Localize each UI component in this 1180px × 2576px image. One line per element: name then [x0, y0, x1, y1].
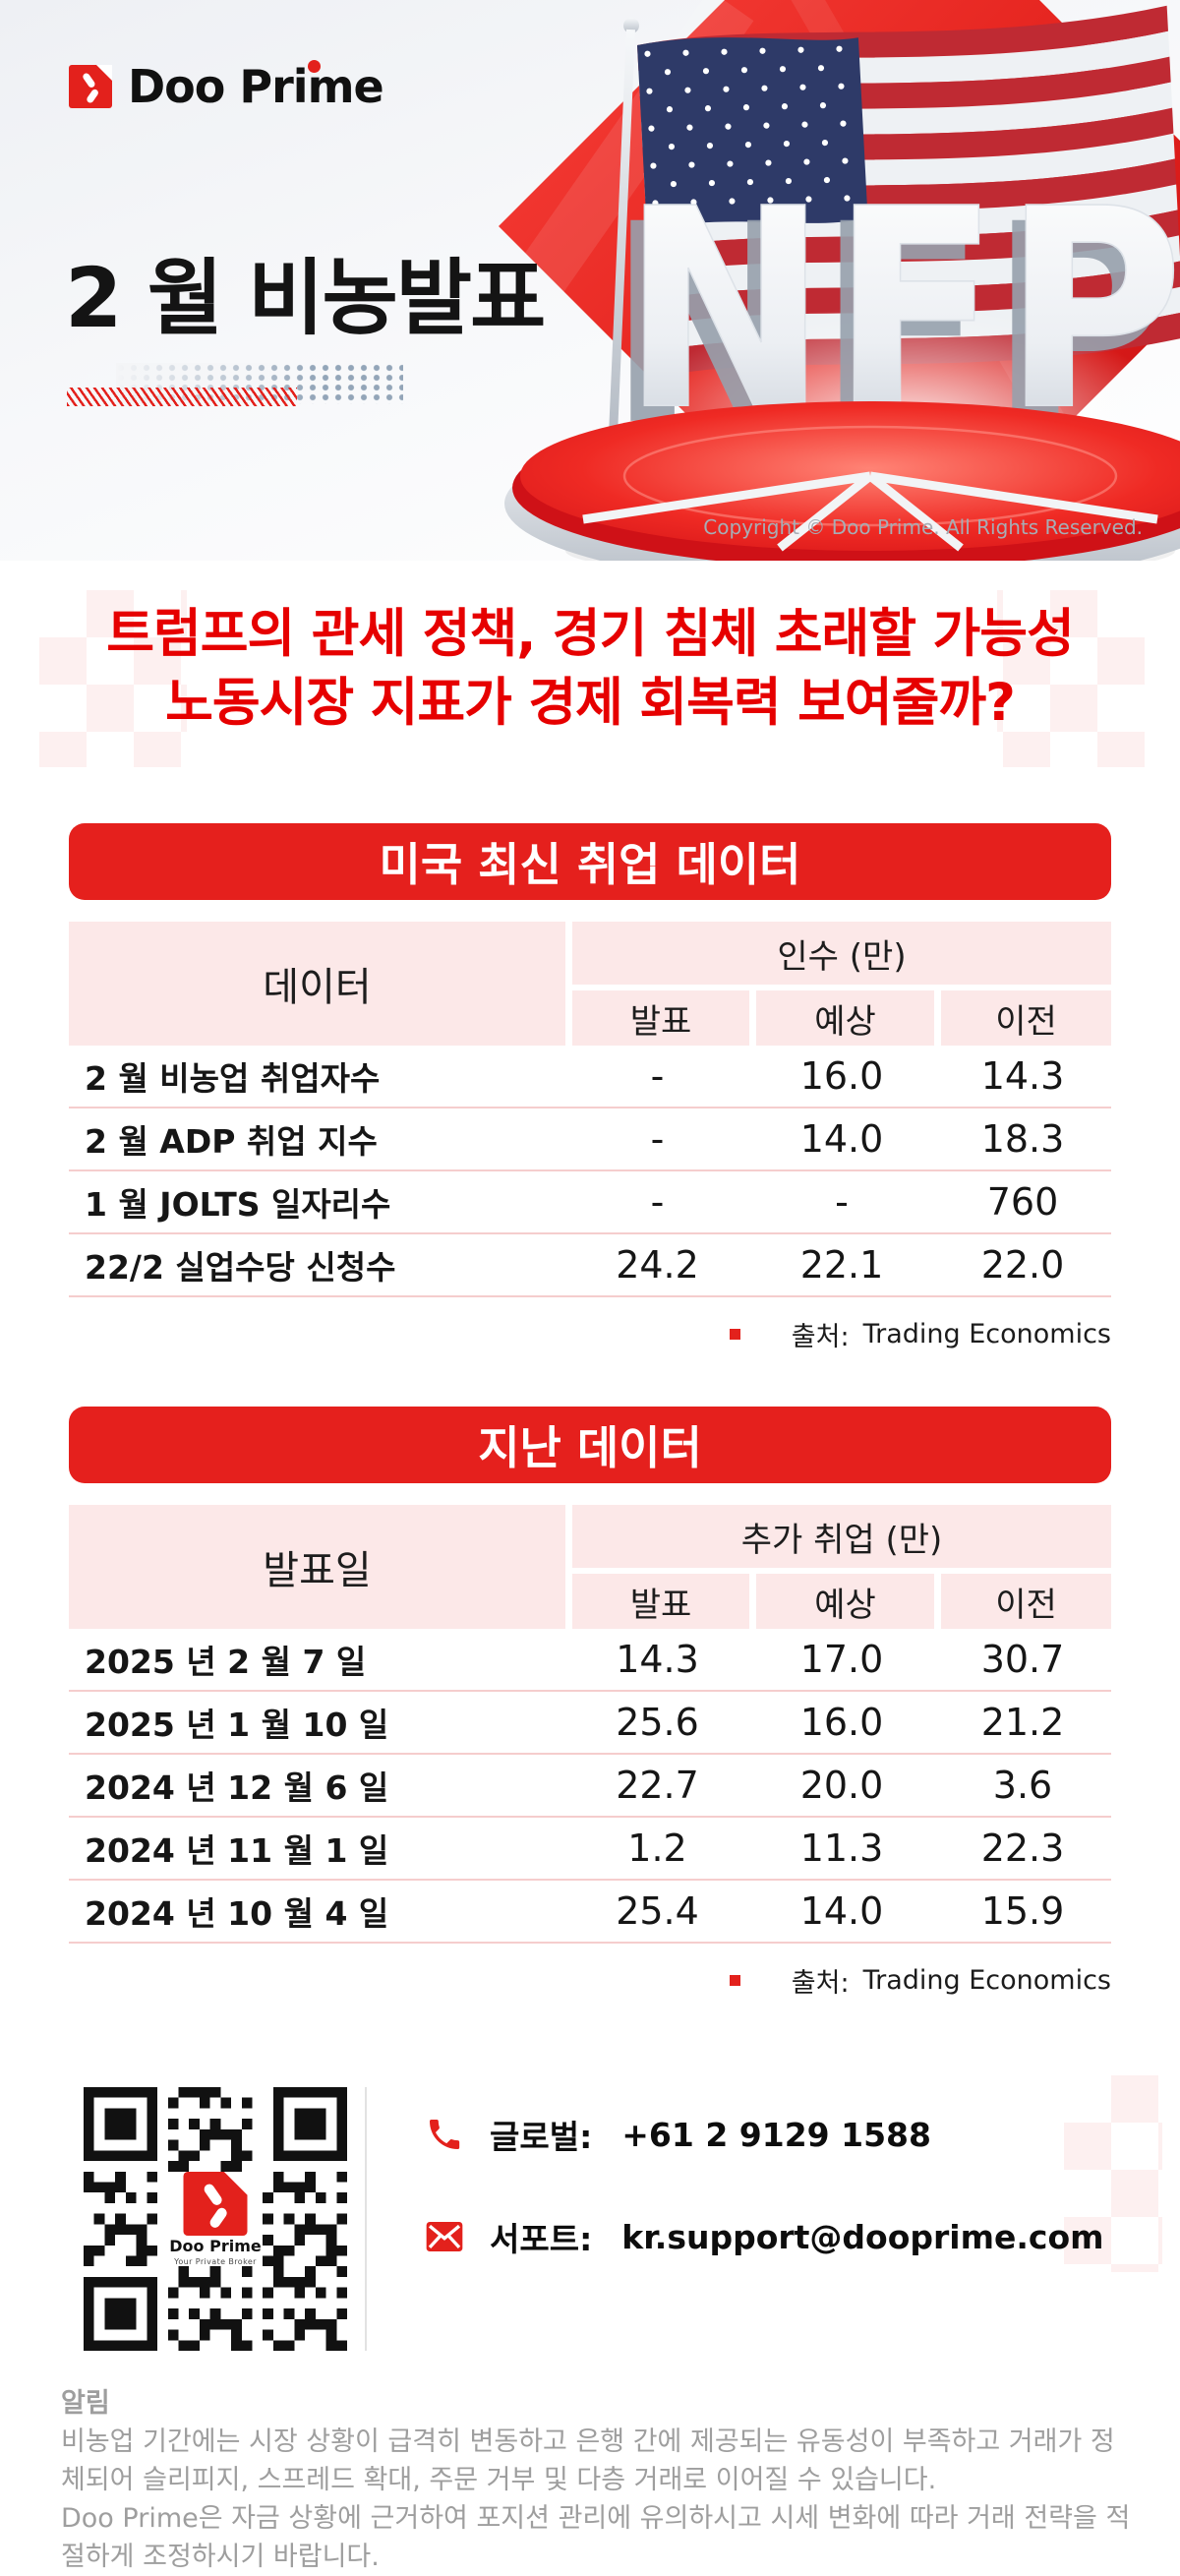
flagpole [609, 18, 639, 429]
qr-brand-tagline: Your Private Broker [174, 2257, 257, 2266]
source-label: 출처: [791, 1968, 850, 1999]
source-text: Trading Economics [862, 1965, 1111, 1996]
phone-number[interactable]: +61 2 9129 1588 [621, 2115, 931, 2154]
table-header: 발표일 추가 취업 (만) 발표 예상 이전 [69, 1505, 1111, 1629]
phone-icon [430, 2120, 460, 2149]
checker-decoration-contact [1064, 2075, 1162, 2272]
source-text: Trading Economics [862, 1319, 1111, 1349]
column-header-forecast: 예상 [756, 990, 934, 1046]
section-title-bar: 미국 최신 취업 데이터 [69, 823, 1111, 900]
table-header: 데이터 인수 (만) 발표 예상 이전 [69, 922, 1111, 1046]
brand-i-dot [308, 60, 321, 73]
qr-code: Doo Prime Your Private Broker [84, 2087, 347, 2351]
column-header-previous: 이전 [941, 990, 1111, 1046]
qr-brand-name: Doo Prime [169, 2237, 262, 2255]
phone-label: 글로벌: [490, 2118, 593, 2156]
red-podium [504, 401, 1180, 561]
column-header-actual: 발표 [572, 990, 749, 1046]
column-group-header: 추가 취업 (만) [572, 1505, 1111, 1568]
column-header-previous: 이전 [941, 1574, 1111, 1629]
table-row: 2 월 비농업 취업자수 - 16.0 14.3 [69, 1046, 1111, 1108]
column-header-forecast: 예상 [756, 1574, 934, 1629]
table-row: 2024 년 10 월 4 일 25.4 14.0 15.9 [69, 1881, 1111, 1944]
support-email[interactable]: kr.support@dooprime.com [621, 2217, 1104, 2256]
checker-decoration-left [39, 590, 187, 767]
qr-logo-mark-icon [183, 2172, 248, 2236]
qr-finder-patterns [84, 2087, 347, 2351]
doo-prime-logo-mark-icon [69, 65, 112, 108]
table-body: 2 월 비농업 취업자수 - 16.0 14.3 2 월 ADP 취업 지수 -… [69, 1046, 1111, 1297]
support-label: 서포트: [490, 2220, 593, 2258]
source-bullet-icon [729, 1975, 740, 1986]
contact-section: Doo Prime Your Private Broker 글로벌: +61 2… [0, 2083, 1180, 2368]
phone-row: 글로벌: +61 2 9129 1588 [425, 2111, 931, 2158]
source-line: 출처: Trading Economics [69, 1961, 1111, 2000]
hatch-decoration [67, 388, 297, 406]
column-header-label: 발표일 [69, 1505, 565, 1629]
table-row: 2024 년 11 월 1 일 1.2 11.3 22.3 [69, 1818, 1111, 1881]
table-row: 2025 년 2 월 7 일 14.3 17.0 30.7 [69, 1629, 1111, 1692]
column-header-actual: 발표 [572, 1574, 749, 1629]
table-row: 1 월 JOLTS 일자리수 - - 760 [69, 1171, 1111, 1234]
column-header-label: 데이터 [69, 922, 565, 1046]
section-title-bar: 지난 데이터 [69, 1407, 1111, 1483]
page-title: 2 월 비농발표 [65, 250, 546, 346]
notice-section: 알림 비농업 기간에는 시장 상황이 급격히 변동하고 은행 간에 제공되는 유… [61, 2384, 1137, 2576]
source-bullet-icon [729, 1329, 740, 1340]
copyright-text: Copyright © Doo Prime. All Rights Reserv… [703, 515, 1143, 539]
notice-paragraph-2: Doo Prime은 자금 상황에 근거하여 포지션 관리에 유의하시고 시세 … [61, 2503, 1131, 2572]
nfp-hero-graphic: NFP NFP [413, 0, 1180, 561]
qr-center-logo: Doo Prime Your Private Broker [168, 2172, 263, 2266]
headline: 트럼프의 관세 정책, 경기 침체 초래할 가능성 노동시장 지표가 경제 회복… [0, 600, 1180, 738]
column-group-header: 인수 (만) [572, 922, 1111, 985]
source-label: 출처: [791, 1322, 850, 1352]
table-row: 2 월 ADP 취업 지수 - 14.0 18.3 [69, 1108, 1111, 1171]
table-body: 2025 년 2 월 7 일 14.3 17.0 30.7 2025 년 1 월… [69, 1629, 1111, 1944]
notice-title: 알림 [61, 2388, 110, 2419]
brand-wordmark: Doo Prime [128, 60, 384, 113]
source-line: 출처: Trading Economics [69, 1315, 1111, 1353]
headline-line2: 노동시장 지표가 경제 회복력 보여줄까? [165, 673, 1016, 733]
latest-data-section: 미국 최신 취업 데이터 데이터 인수 (만) 발표 예상 이전 2 월 비농업… [69, 823, 1111, 1353]
table-row: 2024 년 12 월 6 일 22.7 20.0 3.6 [69, 1755, 1111, 1818]
table-row: 2025 년 1 월 10 일 25.6 16.0 21.2 [69, 1692, 1111, 1755]
contact-divider [365, 2087, 367, 2351]
past-data-section: 지난 데이터 발표일 추가 취업 (만) 발표 예상 이전 2025 년 2 월… [69, 1407, 1111, 2000]
hero-section: NFP NFP Doo Prime [0, 0, 1180, 561]
support-row: 서포트: kr.support@dooprime.com [425, 2213, 1104, 2260]
notice-paragraph-1: 비농업 기간에는 시장 상황이 급격히 변동하고 은행 간에 제공되는 유동성이… [61, 2426, 1115, 2495]
headline-line1: 트럼프의 관세 정책, 경기 침체 초래할 가능성 [106, 604, 1075, 664]
qr-modules [84, 2087, 347, 2351]
doo-prime-logo: Doo Prime [69, 60, 384, 113]
email-icon [426, 2222, 463, 2251]
table-row: 22/2 실업수당 신청수 24.2 22.1 22.0 [69, 1234, 1111, 1297]
